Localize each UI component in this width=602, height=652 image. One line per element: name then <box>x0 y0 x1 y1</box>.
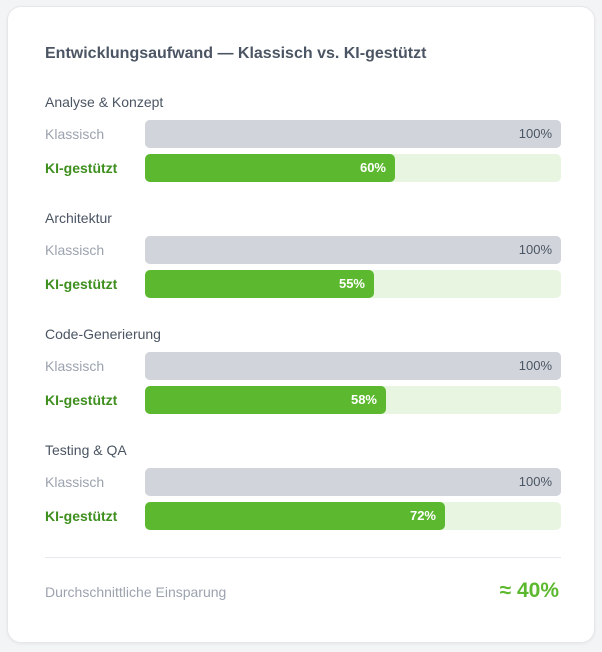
bar-row: Klassisch 100% <box>45 468 561 496</box>
category-label: Testing & QA <box>45 442 127 458</box>
bar-track: 58% <box>145 386 561 414</box>
bar: 100% <box>145 352 561 380</box>
data-label: 100% <box>518 242 552 257</box>
data-label: 100% <box>518 126 552 141</box>
bar-row: Klassisch 100% <box>45 236 561 264</box>
average-savings-label: Durchschnittliche Einsparung <box>45 584 227 600</box>
divider <box>45 557 561 558</box>
bar-row: KI-gestützt 72% <box>45 502 561 530</box>
data-label: 72% <box>409 508 436 523</box>
bar-track: 100% <box>145 120 561 148</box>
bar-group: Analyse & Konzept Klassisch 100% KI-gestütz… <box>45 93 561 183</box>
bar-track: 100% <box>145 352 561 380</box>
chart-title: Entwicklungsaufwand — Klassisch vs. KI-g… <box>45 45 427 62</box>
bar-track: 72% <box>145 502 561 530</box>
bar-track: 100% <box>145 236 561 264</box>
bar-track: 55% <box>145 270 561 298</box>
bar-track: 100% <box>145 468 561 496</box>
chart-card: Entwicklungsaufwand — Klassisch vs. KI-g… <box>7 6 595 643</box>
bar: 60% <box>145 154 395 182</box>
average-savings-value: ≈ 40% <box>499 579 559 602</box>
bar-group: Architektur Klassisch 100% KI-gestützt 55% <box>45 209 561 299</box>
bar: 100% <box>145 236 561 264</box>
series-label: Klassisch <box>45 474 105 490</box>
bar-row: KI-gestützt 58% <box>45 386 561 414</box>
category-label: Code-Generierung <box>45 326 161 342</box>
series-label: KI-gestützt <box>45 392 118 408</box>
series-label: Klassisch <box>45 242 105 258</box>
bar: 55% <box>145 270 374 298</box>
bar-row: KI-gestützt 55% <box>45 270 561 298</box>
data-label: 100% <box>518 358 552 373</box>
bar-group: Code-Generierung Klassisch 100% KI-gestützt… <box>45 325 561 415</box>
series-label: KI-gestützt <box>45 508 118 524</box>
series-label: KI-gestützt <box>45 160 118 176</box>
bar-group: Testing & QA Klassisch 100% KI-gestützt 72% <box>45 441 561 531</box>
bar: 100% <box>145 468 561 496</box>
bar: 72% <box>145 502 445 530</box>
series-label: KI-gestützt <box>45 276 118 292</box>
data-label: 58% <box>350 392 377 407</box>
data-label: 100% <box>518 474 552 489</box>
data-label: 60% <box>359 160 386 175</box>
category-label: Analyse & Konzept <box>45 94 164 110</box>
bar-row: KI-gestützt 60% <box>45 154 561 182</box>
series-label: Klassisch <box>45 358 105 374</box>
category-label: Architektur <box>45 210 112 226</box>
data-label: 55% <box>338 276 365 291</box>
bar-track: 60% <box>145 154 561 182</box>
bar: 100% <box>145 120 561 148</box>
bar: 58% <box>145 386 386 414</box>
bar-row: Klassisch 100% <box>45 352 561 380</box>
series-label: Klassisch <box>45 126 105 142</box>
bar-row: Klassisch 100% <box>45 120 561 148</box>
